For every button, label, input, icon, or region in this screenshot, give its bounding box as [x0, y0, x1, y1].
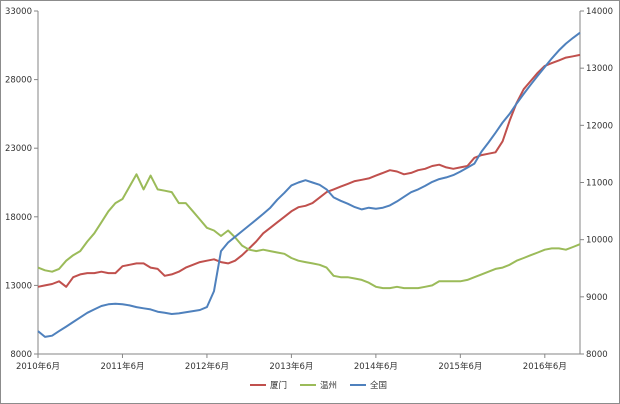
right-y-tick-label: 14000 [586, 7, 613, 17]
legend-label-3: 全国 [370, 380, 387, 391]
left-y-tick-label: 13000 [5, 281, 32, 291]
left-y-tick-label: 23000 [5, 144, 32, 154]
right-y-tick-label: 10000 [586, 236, 613, 246]
x-tick-label: 2014年6月 [354, 361, 398, 372]
x-tick-label: 2012年6月 [185, 361, 229, 372]
legend-label-2: 温州 [320, 380, 337, 391]
right-y-tick-label: 9000 [586, 293, 608, 303]
left-y-tick-label: 33000 [5, 7, 32, 17]
x-tick-label: 2015年6月 [438, 361, 482, 372]
x-tick-label: 2016年6月 [523, 361, 567, 372]
legend-label-1: 厦门 [270, 380, 287, 391]
x-tick-label: 2010年6月 [16, 361, 60, 372]
right-y-tick-label: 13000 [586, 64, 613, 74]
chart-legend: 厦门 温州 全国 [250, 380, 387, 391]
right-y-tick-label: 12000 [586, 121, 613, 131]
series-line-3 [37, 31, 581, 338]
chart-axes: 8000 13000 18000 23000 28000 33000 8000 9000 100… [5, 7, 613, 372]
chart-lines [37, 31, 581, 338]
right-y-tick-label: 11000 [586, 179, 613, 189]
right-y-tick-label: 8000 [586, 350, 608, 360]
left-y-tick-label: 28000 [5, 76, 32, 86]
x-tick-label: 2011年6月 [100, 361, 144, 372]
series-line-2 [37, 173, 581, 290]
left-y-tick-label: 8000 [10, 350, 32, 360]
x-tick-label: 2013年6月 [269, 361, 313, 372]
left-y-tick-label: 18000 [5, 213, 32, 223]
series-line-1 [37, 53, 581, 288]
